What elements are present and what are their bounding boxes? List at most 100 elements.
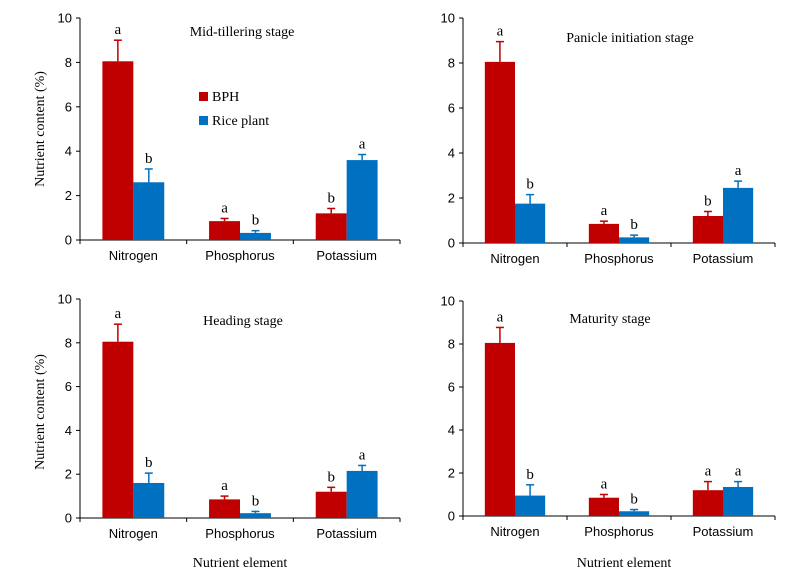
significance-label: a xyxy=(705,464,712,480)
y-tick-label: 8 xyxy=(448,337,455,352)
y-axis-title-bottom: Nutrient content (%) xyxy=(33,354,48,470)
bar xyxy=(723,187,754,243)
significance-label: a xyxy=(115,22,122,38)
y-tick-label: 10 xyxy=(58,11,72,26)
significance-label: b xyxy=(704,194,712,210)
bar xyxy=(315,213,347,240)
significance-label: b xyxy=(630,492,638,508)
bar xyxy=(240,513,271,518)
panel-title: Heading stage xyxy=(203,314,283,329)
x-tick-label: Potassium xyxy=(693,524,754,539)
significance-label: b xyxy=(327,469,335,485)
significance-label: a xyxy=(735,163,742,179)
y-tick-label: 0 xyxy=(448,236,455,251)
y-tick-label: 4 xyxy=(448,146,455,161)
x-tick-label: Phosphorus xyxy=(584,251,654,266)
bar xyxy=(484,342,515,516)
y-tick-label: 6 xyxy=(448,101,455,116)
significance-label: a xyxy=(359,447,366,463)
significance-label: b xyxy=(526,177,534,193)
x-tick-label: Potassium xyxy=(316,526,377,541)
significance-label: a xyxy=(359,137,366,153)
bar xyxy=(692,490,723,516)
y-axis-title-top: Nutrient content (%) xyxy=(33,71,48,187)
significance-label: b xyxy=(252,493,260,509)
y-tick-label: 6 xyxy=(65,379,72,394)
y-tick-label: 2 xyxy=(448,466,455,481)
bar xyxy=(346,160,378,240)
bar xyxy=(315,491,347,518)
x-tick-label: Phosphorus xyxy=(584,524,654,539)
y-tick-label: 8 xyxy=(65,55,72,70)
significance-label: a xyxy=(221,478,228,494)
bar xyxy=(515,495,546,516)
bar xyxy=(515,203,546,243)
y-tick-label: 2 xyxy=(65,188,72,203)
significance-label: b xyxy=(252,213,260,229)
y-tick-label: 0 xyxy=(448,509,455,524)
bar xyxy=(588,497,619,516)
y-tick-label: 2 xyxy=(448,191,455,206)
x-tick-label: Nitrogen xyxy=(490,251,539,266)
bar xyxy=(209,221,240,240)
bar xyxy=(133,482,165,518)
bar xyxy=(102,341,134,518)
x-tick-label: Phosphorus xyxy=(205,248,275,263)
panel-title: Mid-tillering stage xyxy=(190,25,295,40)
bar xyxy=(209,499,240,518)
significance-label: b xyxy=(630,217,638,233)
bar xyxy=(619,237,650,243)
panel-title: Panicle initiation stage xyxy=(566,31,694,46)
x-axis-title-right: Nutrient element xyxy=(577,556,672,571)
bar xyxy=(133,182,165,240)
panel-title: Maturity stage xyxy=(569,312,650,327)
panel-mid-tillering: Mid-tillering stage 0 2 4 6 8 10 Nitrogen a b Phos… xyxy=(58,11,401,263)
significance-label: a xyxy=(497,24,504,40)
significance-label: a xyxy=(497,309,504,325)
significance-label: a xyxy=(735,464,742,480)
y-tick-label: 10 xyxy=(441,294,455,309)
y-tick-label: 6 xyxy=(448,380,455,395)
y-tick-label: 8 xyxy=(65,335,72,350)
y-tick-label: 10 xyxy=(58,292,72,307)
y-tick-label: 6 xyxy=(65,99,72,114)
panel-maturity: Maturity stage 0 2 4 6 8 10 Nitrogen a b Phosphoru… xyxy=(441,294,776,539)
significance-label: b xyxy=(327,190,335,206)
y-tick-label: 0 xyxy=(65,233,72,248)
x-tick-label: Potassium xyxy=(693,251,754,266)
bar xyxy=(102,61,134,240)
x-axis-title-left: Nutrient element xyxy=(193,556,288,571)
legend-swatch-rice xyxy=(199,116,208,125)
y-tick-label: 8 xyxy=(448,56,455,71)
bar xyxy=(692,216,723,243)
y-tick-label: 4 xyxy=(448,423,455,438)
x-tick-label: Nitrogen xyxy=(109,526,158,541)
bar xyxy=(240,232,271,240)
legend-label-bph: BPH xyxy=(212,90,239,105)
significance-label: b xyxy=(145,151,153,167)
y-tick-label: 10 xyxy=(441,11,455,26)
bar xyxy=(588,223,619,243)
significance-label: a xyxy=(601,477,608,493)
y-tick-label: 0 xyxy=(65,511,72,526)
x-tick-label: Phosphorus xyxy=(205,526,275,541)
x-tick-label: Nitrogen xyxy=(109,248,158,263)
x-tick-label: Potassium xyxy=(316,248,377,263)
bar xyxy=(484,61,515,243)
bar xyxy=(346,470,378,518)
legend: BPH Rice plant xyxy=(199,90,269,129)
y-tick-label: 4 xyxy=(65,423,72,438)
significance-label: b xyxy=(526,467,534,483)
legend-label-rice: Rice plant xyxy=(212,114,269,129)
significance-label: a xyxy=(221,200,228,216)
panel-heading: Heading stage 0 2 4 6 8 10 Nitrogen a b Phosphorus… xyxy=(58,292,401,541)
x-tick-label: Nitrogen xyxy=(490,524,539,539)
bar xyxy=(723,486,754,516)
significance-label: a xyxy=(601,203,608,219)
significance-label: a xyxy=(115,306,122,322)
y-tick-label: 2 xyxy=(65,467,72,482)
legend-swatch-bph xyxy=(199,92,208,101)
significance-label: b xyxy=(145,455,153,471)
bar xyxy=(619,511,650,516)
